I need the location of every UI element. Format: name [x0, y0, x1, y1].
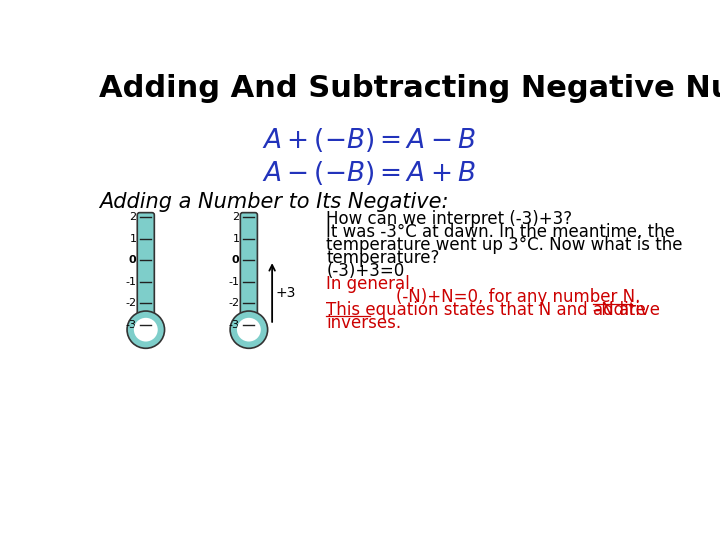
Ellipse shape — [127, 311, 165, 348]
Text: temperature?: temperature? — [326, 249, 440, 267]
Text: 2: 2 — [233, 212, 240, 222]
Text: -2: -2 — [125, 298, 137, 308]
Text: Adding And Subtracting Negative Numbers:: Adding And Subtracting Negative Numbers: — [99, 74, 720, 103]
Text: -1: -1 — [125, 277, 137, 287]
Text: 0: 0 — [232, 255, 240, 265]
Text: +3: +3 — [275, 286, 296, 300]
Text: (-N)+N=0, for any number N.: (-N)+N=0, for any number N. — [396, 288, 641, 306]
FancyBboxPatch shape — [240, 213, 258, 329]
Text: 1: 1 — [130, 234, 137, 244]
Text: This equation states that N and –N are: This equation states that N and –N are — [326, 301, 652, 319]
Text: It was -3°C at dawn. In the meantime, the: It was -3°C at dawn. In the meantime, th… — [326, 222, 675, 241]
Text: How can we interpret (-3)+3?: How can we interpret (-3)+3? — [326, 210, 572, 227]
Text: -1: -1 — [228, 277, 240, 287]
Text: $A-(-B)= A+B$: $A-(-B)= A+B$ — [262, 159, 476, 187]
FancyBboxPatch shape — [138, 213, 154, 329]
Text: -2: -2 — [228, 298, 240, 308]
Text: Adding a Number to Its Negative:: Adding a Number to Its Negative: — [99, 192, 449, 212]
Text: -3: -3 — [125, 320, 137, 330]
Text: $A+(-B)= A-B$: $A+(-B)= A-B$ — [262, 126, 476, 154]
Text: inverses.: inverses. — [326, 314, 402, 332]
Ellipse shape — [134, 318, 158, 341]
Text: -3: -3 — [228, 320, 240, 330]
Text: 0: 0 — [129, 255, 137, 265]
Text: additive: additive — [593, 301, 660, 319]
Ellipse shape — [230, 311, 268, 348]
Text: In general,: In general, — [326, 275, 415, 293]
Text: temperature went up 3°C. Now what is the: temperature went up 3°C. Now what is the — [326, 236, 683, 254]
Text: 1: 1 — [233, 234, 240, 244]
Ellipse shape — [237, 318, 261, 341]
Text: 2: 2 — [130, 212, 137, 222]
Text: (-3)+3=0: (-3)+3=0 — [326, 262, 405, 280]
